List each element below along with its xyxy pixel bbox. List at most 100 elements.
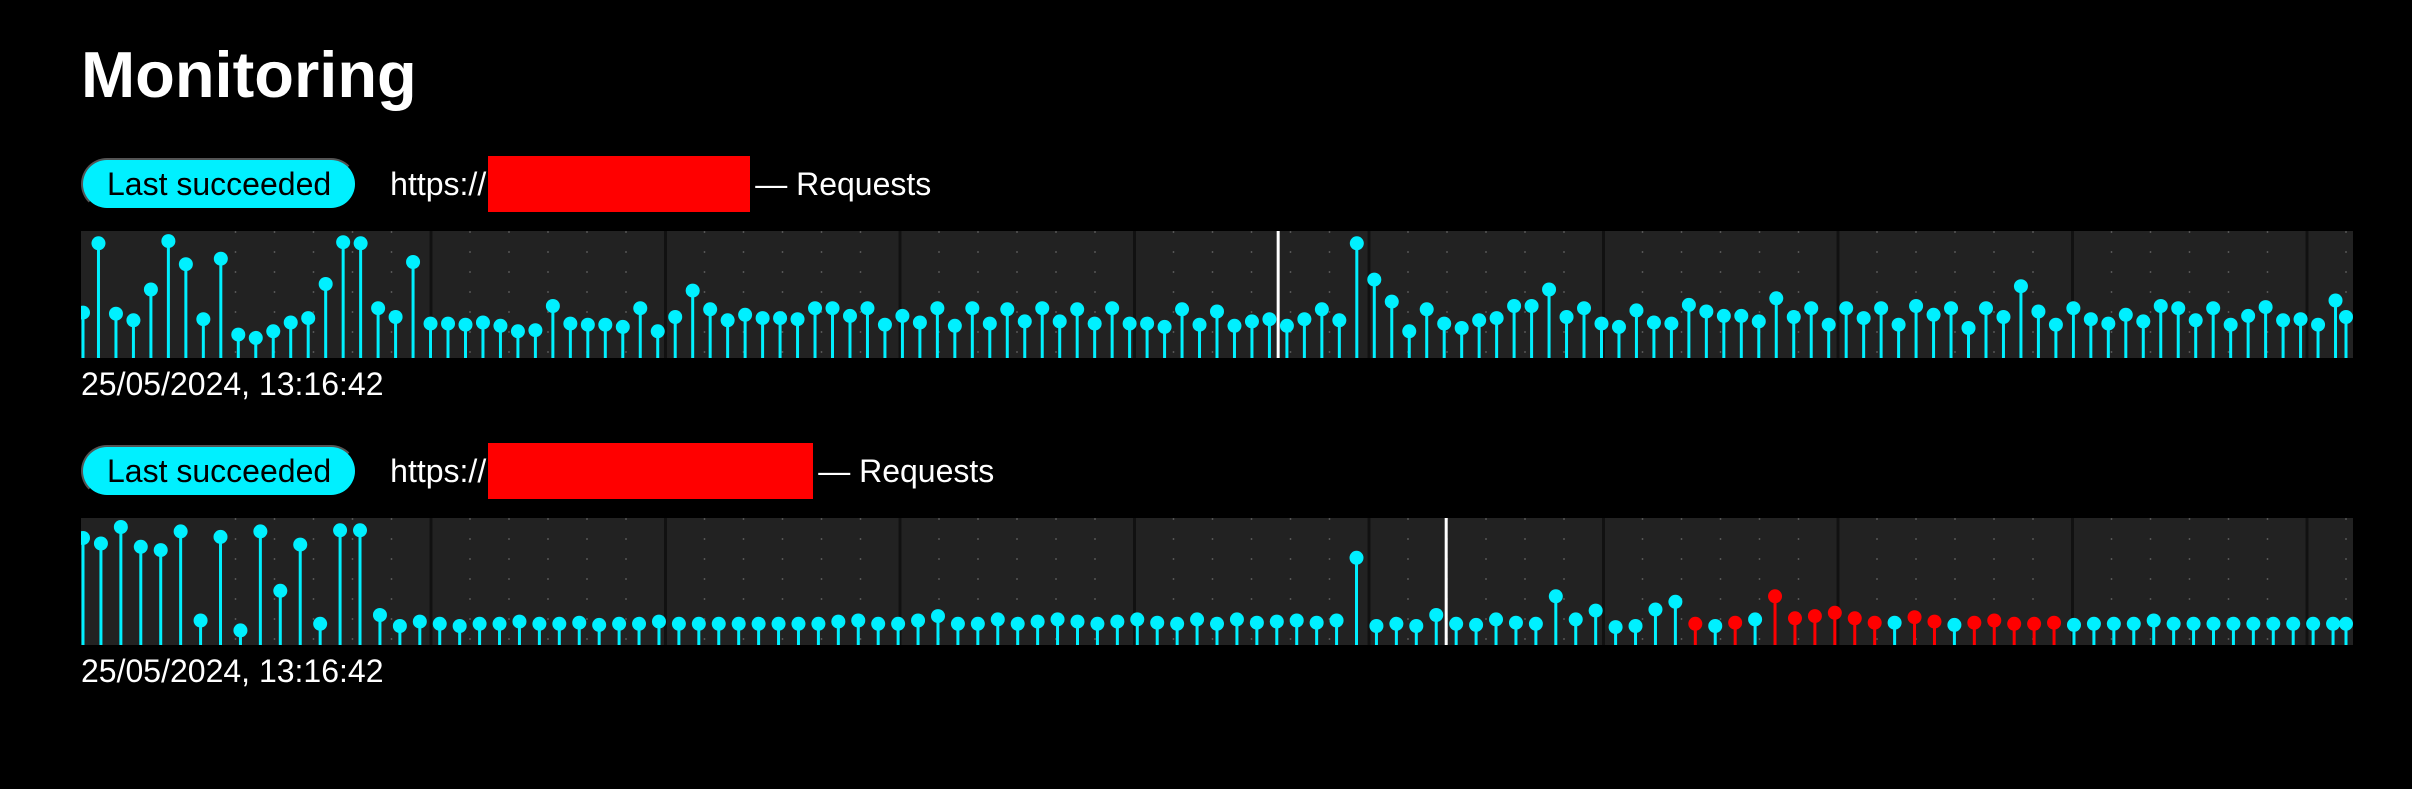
request-point [1821,317,1836,332]
request-point [1786,310,1801,324]
request-point [1140,316,1155,331]
monitor-url[interactable]: https:// — Requests [390,156,931,212]
request-point [912,315,927,330]
monitor-url[interactable]: https:// — Requests [390,443,994,499]
request-point [1594,316,1609,331]
request-point [318,277,333,291]
request-point-failed [1688,616,1703,631]
request-point [1681,297,1696,312]
request-point [1030,614,1045,629]
request-point [1349,236,1364,251]
request-point [178,257,193,272]
request-point-failed [1967,615,1982,630]
request-point [493,318,508,333]
request-point [930,301,945,316]
request-point [982,316,997,331]
request-point [2266,616,2281,631]
request-point [1449,616,1464,631]
request-point [1648,602,1663,617]
request-point [1568,612,1583,627]
url-redaction [488,443,814,499]
request-point [970,616,985,631]
request-point-failed [1847,611,1862,626]
request-point [950,616,965,631]
request-point [452,619,467,633]
request-point [1367,272,1382,287]
request-point [1947,617,1962,632]
request-point [1269,614,1284,629]
request-point [1548,589,1563,604]
request-point [108,306,123,321]
request-point [1192,317,1207,332]
request-point [1262,312,1277,327]
status-badge[interactable]: Last succeeded [81,158,358,210]
request-point [2206,616,2221,631]
page-title: Monitoring [81,38,417,111]
request-point [1588,603,1603,618]
request-point [1646,315,1661,330]
request-point [671,616,686,631]
request-point [1708,619,1723,633]
request-point-failed [1927,614,1942,629]
request-point [273,583,288,598]
request-point [1349,550,1364,565]
request-point [213,529,228,544]
request-point [615,319,630,334]
request-point [1891,317,1906,332]
request-point [126,313,141,328]
request-point [266,324,281,339]
url-prefix: https:// [390,453,487,489]
request-point-failed [2027,616,2042,631]
request-point [751,616,766,631]
request-point [1227,318,1242,333]
request-point [2066,617,2081,632]
request-point [1309,615,1324,630]
request-point [2188,313,2203,328]
request-point [1314,302,1329,317]
request-point [336,235,351,250]
request-point [492,616,507,631]
request-point [392,619,407,633]
request-point [1070,302,1085,317]
request-point [173,524,188,539]
request-point [1244,314,1259,329]
request-point [1035,301,1050,316]
request-point-failed [1987,613,2002,628]
last-check-timestamp: 25/05/2024, 13:16:42 [81,366,384,402]
request-point [1429,608,1444,622]
request-point [811,616,826,631]
request-point [877,317,892,332]
request-point [563,316,578,331]
request-point [790,312,805,327]
request-point [755,311,770,326]
request-point [842,308,857,323]
request-point [196,312,211,327]
request-point [860,301,875,316]
request-point [545,299,560,313]
request-point [2126,616,2141,631]
request-point [791,616,806,631]
request-point [1839,301,1854,316]
request-point [1628,619,1643,633]
request-point [598,317,613,332]
request-point [1559,310,1574,324]
request-point [1170,616,1185,631]
request-point [1279,318,1294,333]
request-point [1384,294,1399,309]
request-point [1611,319,1626,334]
request-chart [81,518,2353,645]
request-point [113,520,128,534]
request-point [248,330,263,345]
status-badge[interactable]: Last succeeded [81,445,358,497]
request-point [93,536,108,551]
request-point [1190,612,1205,627]
request-point [2293,312,2308,327]
request-point [1528,616,1543,631]
request-point [1369,619,1384,633]
monitor-card: Last succeeded https:// — Requests 25/05… [81,443,2353,691]
request-point [472,616,487,631]
request-point [1508,615,1523,630]
request-point [1437,316,1452,331]
last-check-timestamp: 25/05/2024, 13:16:42 [81,653,384,689]
request-point [1329,613,1344,628]
